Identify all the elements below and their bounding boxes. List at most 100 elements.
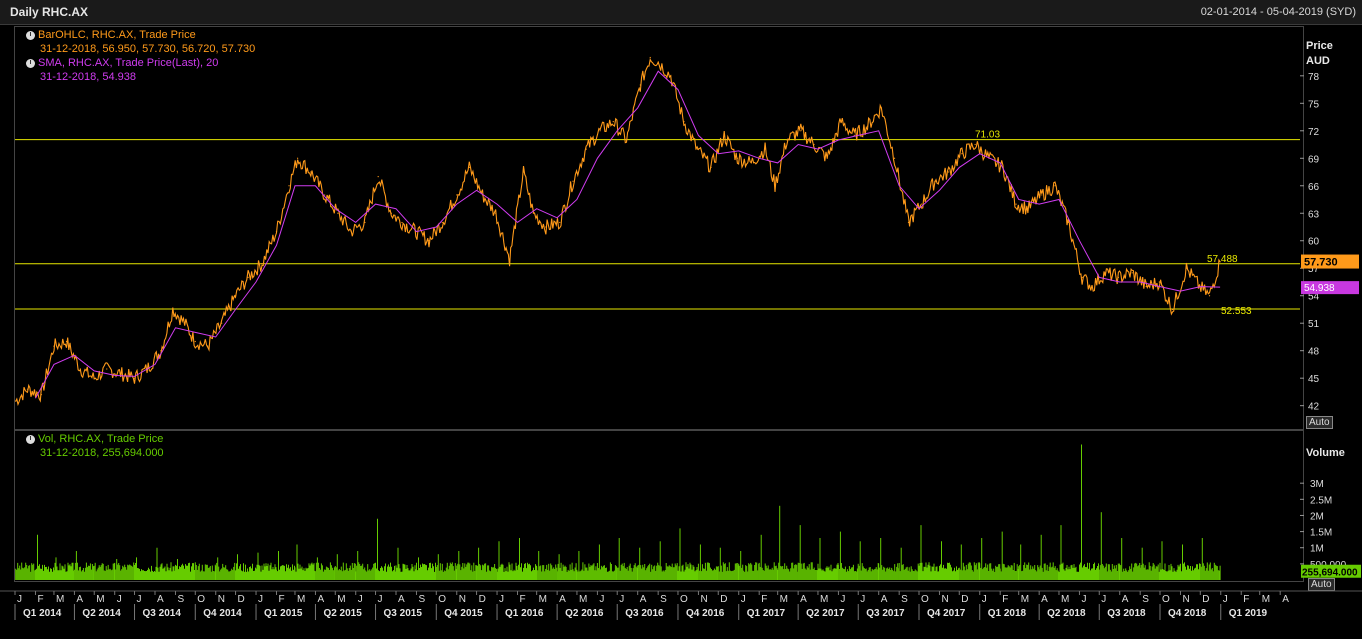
- price-point: [53, 345, 55, 347]
- month-label: S: [660, 594, 667, 605]
- price-tick-label: 42: [1308, 402, 1320, 413]
- month-label: M: [96, 594, 104, 605]
- month-label: N: [941, 594, 948, 605]
- price-point: [221, 322, 223, 324]
- month-label: J: [1101, 594, 1106, 605]
- price-chart[interactable]: 42 45 48 51 54 57 60 63 66 69 72 75 78 71.03 57.488 52.…: [0, 26, 1362, 430]
- month-label: F: [1243, 594, 1249, 605]
- month-label: O: [197, 594, 205, 605]
- price-point: [377, 176, 379, 178]
- price-point: [710, 166, 712, 169]
- month-label: J: [378, 594, 383, 605]
- month-label: N: [700, 594, 707, 605]
- price-point: [468, 166, 470, 169]
- price-point: [247, 276, 249, 278]
- quarter-label: Q1 2019: [1229, 608, 1268, 619]
- month-label: A: [317, 594, 324, 605]
- month-label: M: [539, 594, 547, 605]
- price-tick-label: 48: [1308, 347, 1320, 358]
- month-label: S: [418, 594, 425, 605]
- month-label: A: [1282, 594, 1289, 605]
- month-label: J: [619, 594, 624, 605]
- price-point: [1054, 185, 1056, 187]
- month-label: F: [1002, 594, 1008, 605]
- price-point: [921, 203, 923, 205]
- month-label: F: [278, 594, 284, 605]
- price-point: [324, 194, 326, 196]
- price-auto-button[interactable]: Auto: [1306, 416, 1333, 429]
- last-price-label: 57.730: [1304, 257, 1338, 269]
- price-point: [880, 107, 882, 109]
- price-panel[interactable]: [14, 26, 1304, 430]
- price-point: [1081, 276, 1083, 278]
- horizontal-line-label: 52.553: [1221, 306, 1252, 317]
- month-label: A: [1122, 594, 1129, 605]
- quarter-label: Q2 2017: [806, 608, 845, 619]
- quarter-label: Q4 2014: [203, 608, 242, 619]
- price-point: [696, 148, 698, 150]
- month-label: N: [459, 594, 466, 605]
- price-point: [79, 368, 81, 370]
- price-point: [532, 212, 534, 214]
- quarter-label: Q2 2018: [1047, 608, 1086, 619]
- price-point: [15, 400, 17, 402]
- legend-info-icon[interactable]: [26, 30, 35, 40]
- price-point: [961, 153, 963, 155]
- price-point: [750, 162, 752, 164]
- month-label: A: [800, 594, 807, 605]
- month-label: S: [177, 594, 184, 605]
- legend-vol-values-row: 31-12-2018, 255,694.000: [26, 446, 164, 460]
- legend-info-icon[interactable]: [26, 58, 35, 68]
- price-tick-label: 66: [1308, 182, 1320, 193]
- legend-bar-label: BarOHLC, RHC.AX, Trade Price: [38, 29, 196, 41]
- price-point: [133, 377, 136, 379]
- price-point: [337, 212, 339, 214]
- price-point: [934, 180, 936, 182]
- date-range: 02-01-2014 - 05-04-2019 (SYD): [1200, 6, 1356, 18]
- legend-vol-values: 31-12-2018, 255,694.000: [40, 447, 164, 459]
- price-point: [639, 84, 641, 86]
- month-label: A: [76, 594, 83, 605]
- price-point: [840, 121, 842, 123]
- quarter-label: Q2 2015: [323, 608, 362, 619]
- quarter-label: Q4 2018: [1168, 608, 1207, 619]
- price-point: [670, 75, 672, 77]
- quarter-label: Q1 2017: [747, 608, 786, 619]
- month-label: A: [157, 594, 164, 605]
- sma-tag: [1301, 281, 1359, 295]
- price-point: [723, 134, 725, 136]
- month-label: A: [1041, 594, 1048, 605]
- legend-sma-row[interactable]: SMA, RHC.AX, Trade Price(Last), 20: [26, 56, 255, 70]
- month-label: M: [1262, 594, 1270, 605]
- volume-panel[interactable]: [14, 430, 1304, 582]
- price-tick-label: 72: [1308, 127, 1320, 138]
- quarter-label: Q3 2014: [143, 608, 182, 619]
- price-point: [948, 171, 950, 173]
- price-point: [1131, 272, 1133, 274]
- month-label: S: [1142, 594, 1149, 605]
- legend-bar-row[interactable]: BarOHLC, RHC.AX, Trade Price: [26, 28, 255, 42]
- month-label: D: [961, 594, 968, 605]
- month-label: J: [860, 594, 865, 605]
- legend-info-icon[interactable]: [26, 434, 35, 444]
- quarter-label: Q4 2017: [927, 608, 966, 619]
- price-point: [106, 368, 108, 370]
- price-tick-label: 45: [1308, 374, 1320, 385]
- month-label: J: [1081, 594, 1086, 605]
- price-tick-label: 57: [1308, 264, 1320, 275]
- volume-tick-label: 3M: [1310, 479, 1324, 490]
- month-label: M: [297, 594, 305, 605]
- price-point: [456, 194, 458, 196]
- price-point: [297, 157, 299, 159]
- price-point: [683, 121, 685, 123]
- month-label: J: [840, 594, 845, 605]
- price-point: [893, 157, 896, 159]
- horizontal-line-label: 71.03: [975, 130, 1000, 141]
- price-point: [495, 212, 497, 214]
- legend-vol-row[interactable]: Vol, RHC.AX, Trade Price: [26, 432, 164, 446]
- month-label: M: [820, 594, 828, 605]
- price-tick-label: 75: [1308, 99, 1320, 110]
